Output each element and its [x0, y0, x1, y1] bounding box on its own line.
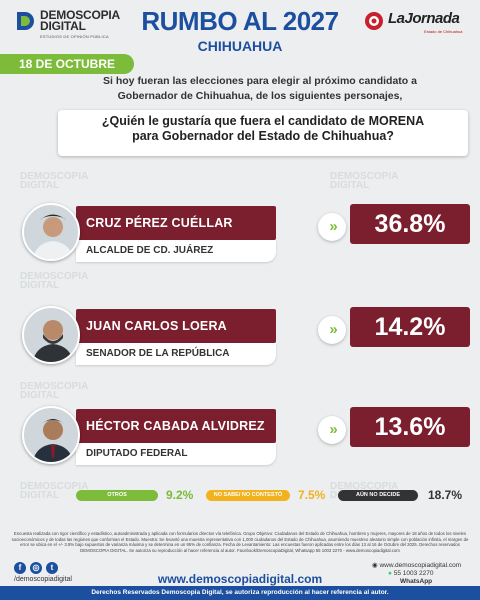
demoscopia-logo-icon — [17, 12, 34, 30]
intro-text: Si hoy fueran las elecciones para elegir… — [103, 75, 417, 102]
candidate-role: ALCALDE DE CD. JUÁREZ — [76, 240, 276, 262]
candidate-role: DIPUTADO FEDERAL — [76, 443, 276, 465]
candidate-photo — [22, 203, 80, 261]
candidate-name-bar: CRUZ PÉREZ CUÉLLAR — [76, 206, 276, 240]
page-subtitle: CHIHUAHUA — [197, 38, 283, 54]
chevron-right-icon: » — [318, 416, 346, 444]
stat-value-no-sabe: 7.5% — [298, 488, 326, 502]
contact-whatsapp: WhatsApp — [400, 578, 433, 585]
logo-title: DEMOSCOPIA DIGITAL — [40, 8, 121, 33]
page-title: RUMBO AL 2027 — [141, 6, 339, 36]
social-handle: /demoscopiadigital — [14, 576, 72, 583]
candidate-name-bar: HÉCTOR CABADA ALVIDREZ — [76, 409, 276, 443]
stat-value-otros: 9.2% — [166, 488, 194, 502]
candidate-photo — [22, 406, 80, 464]
contact-phone: ● 55 1003 2270 — [388, 570, 434, 577]
candidate-name-bar: JUAN CARLOS LOERA — [76, 309, 276, 343]
person-icon — [32, 214, 74, 259]
logo-subtitle: ESTUDIOS DE OPINIÓN PÚBLICA — [40, 34, 109, 39]
whatsapp-icon: ● — [388, 570, 394, 577]
stat-value-no-decide: 18.7% — [428, 488, 463, 502]
candidate-photo — [22, 306, 80, 364]
contact-email: ◉ www.demoscopiadigital.com — [372, 562, 462, 569]
candidate-percent: 14.2% — [350, 307, 470, 347]
candidate-role: SENADOR DE LA REPÚBLICA — [76, 343, 276, 365]
twitter-icon[interactable]: t — [46, 562, 58, 574]
website-link[interactable]: www.demoscopiadigital.com — [157, 572, 323, 586]
question-text: ¿Quién le gustaría que fuera el candidat… — [101, 114, 425, 143]
stat-label-no-sabe: NO SABE/ NO CONTESTÓ — [206, 490, 290, 501]
question-box — [58, 110, 468, 156]
facebook-icon[interactable]: f — [14, 562, 26, 574]
chevron-right-icon: » — [318, 316, 346, 344]
chevron-right-icon: » — [318, 213, 346, 241]
la-jornada-logo-icon — [365, 12, 383, 30]
instagram-icon[interactable]: ◎ — [30, 562, 42, 574]
partner-tag: Estado de Chihuahua — [424, 29, 463, 34]
methodology-text: Encuesta realizada con rigor científico … — [11, 531, 469, 553]
date-banner: 18 DE OCTUBRE — [0, 54, 134, 74]
person-icon — [32, 320, 74, 362]
candidate-percent: 36.8% — [350, 204, 470, 244]
person-icon — [32, 419, 74, 462]
stat-label-otros: OTROS — [76, 490, 158, 501]
candidate-percent: 13.6% — [350, 407, 470, 447]
partner-name: LaJornada — [388, 10, 460, 27]
footer-notice: Derechos Reservados Demoscopia Digital, … — [0, 586, 480, 600]
stat-label-no-decide: AÚN NO DECIDE — [338, 490, 418, 501]
globe-icon: ◉ — [372, 562, 380, 569]
